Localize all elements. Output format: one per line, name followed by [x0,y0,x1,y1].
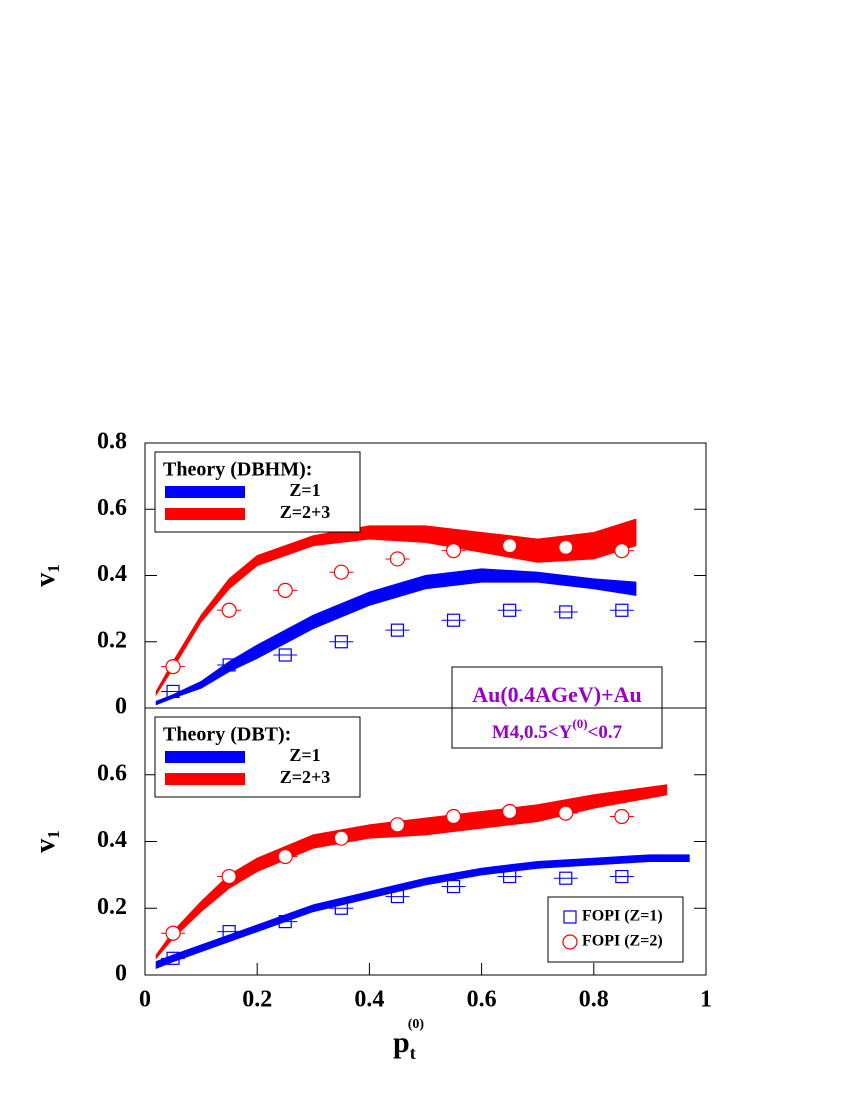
x-axis-label-sub: t [410,1043,416,1063]
legend-swatch [165,486,245,498]
data-point [166,951,180,965]
annotation-part: <0.7 [588,722,623,743]
annotation-line: M4,0.5<Y(0)<0.7 [492,716,623,743]
y-tick-label: 0.2 [97,894,127,920]
annotation-sup: (0) [572,716,587,731]
theory-band [155,854,690,970]
legend-label: Z=1 [289,480,320,500]
x-tick-label: 0 [139,987,151,1013]
data-point [278,914,292,929]
legend-swatch [165,508,245,520]
legend-swatch [165,773,245,785]
data-point [165,658,181,675]
data-point [614,808,630,825]
annotation-part: M4,0.5<Y [492,722,573,743]
data-point [558,805,574,821]
data-point [563,910,577,924]
data-point [389,817,406,833]
x-tick-label: 0.8 [579,987,609,1013]
legend-title: Theory (DBHM): [163,459,312,481]
data-point [445,808,462,825]
annotation-line: Au(0.4AGeV)+Au [472,682,642,707]
legend-box [547,896,684,963]
y-tick-label: 0.6 [97,760,127,786]
legend-label: Z=1 [289,745,320,765]
y-tick-label: 0 [115,694,127,720]
data-point [562,934,578,950]
data-point [558,539,574,555]
x-axis-label-sup: (0) [408,1017,425,1032]
legend-title: Theory (DBT): [163,724,291,746]
legend-label: Z=2+3 [280,502,331,522]
data-point [278,648,292,662]
data-point [334,635,348,649]
y-axis-label-main: v [30,839,61,853]
data-point [166,684,180,699]
y-tick-label: 0.4 [97,561,127,587]
data-point [503,869,517,884]
legend-label: FOPI (Z=2) [582,933,663,950]
legend-swatch [165,751,245,763]
data-point [165,925,181,941]
y-tick-label: 0 [115,961,127,987]
y-tick-label: 0.4 [97,827,127,853]
y-axis-label: v1 [30,830,62,853]
data-point [615,603,629,617]
x-axis-label: pt (0) [393,1017,424,1063]
y-tick-label: 0.6 [97,495,127,521]
x-tick-label: 1 [700,987,712,1013]
data-point [334,901,348,915]
data-point [615,869,629,884]
data-point [222,658,236,672]
data-point [389,551,406,567]
y-tick-label: 0.8 [97,429,127,455]
data-point [559,871,573,885]
data-point [277,848,293,865]
y-axis-label: v1 [30,564,62,587]
legend-label: FOPI (Z=1) [582,908,663,925]
data-point [502,538,518,554]
y-axis-label-sub: 1 [44,830,63,839]
data-point [446,613,461,627]
x-tick-label: 0.6 [467,987,497,1013]
theory-band [155,568,637,706]
data-point [222,925,236,939]
data-point [221,602,237,618]
data-point [502,803,518,820]
data-point [445,543,462,559]
y-axis-label-main: v [30,573,61,587]
data-point [614,543,630,559]
data-point [333,564,349,580]
data-point [390,889,405,904]
data-point [221,868,237,885]
x-axis-label-main: p [393,1026,410,1059]
data-point [559,605,573,619]
data-point [446,879,461,894]
data-point [390,623,405,637]
data-point [333,830,349,846]
data-point [503,603,517,617]
data-point [277,582,293,599]
theory-band [155,518,637,697]
legend-label: Z=2+3 [280,767,331,787]
y-tick-label: 0.2 [97,627,127,653]
x-tick-label: 0.2 [242,987,272,1013]
y-axis-label-sub: 1 [44,564,63,573]
x-tick-label: 0.4 [354,987,384,1013]
